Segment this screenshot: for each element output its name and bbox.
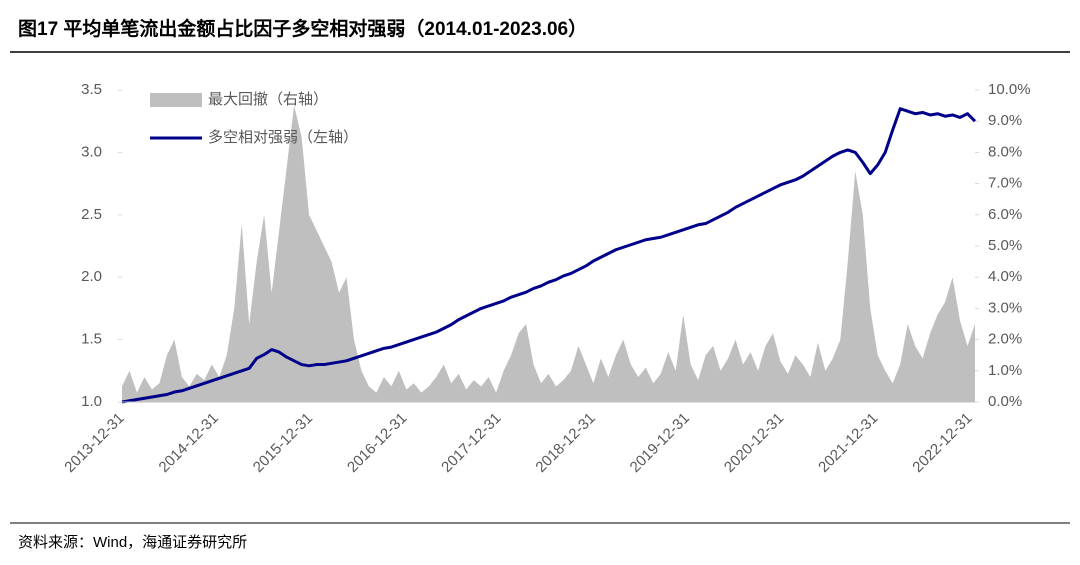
strength-line xyxy=(121,107,977,404)
y2-tick-label: 6.0% xyxy=(988,206,1022,223)
x-tick-label: 2021-12-31 xyxy=(815,410,881,476)
y2-tick-label: 7.0% xyxy=(988,175,1022,192)
y2-tick-label: 9.0% xyxy=(988,112,1022,129)
y2-tick-label: 5.0% xyxy=(988,237,1022,254)
y2-tick-label: 2.0% xyxy=(988,331,1022,348)
x-tick-label: 2022-12-31 xyxy=(909,410,975,476)
y-tick-label: 3.0 xyxy=(81,143,102,160)
y2-tick-label: 3.0% xyxy=(988,299,1022,316)
y2-tick-label: 10.0% xyxy=(988,81,1031,98)
x-tick-label: 2018-12-31 xyxy=(532,410,598,476)
legend-swatch xyxy=(150,93,202,107)
drawdown-area xyxy=(122,105,975,402)
y2-tick-label: 4.0% xyxy=(988,268,1022,285)
x-tick-label: 2017-12-31 xyxy=(438,410,504,476)
x-tick-label: 2016-12-31 xyxy=(344,410,410,476)
y-tick-label: 2.5 xyxy=(81,206,102,223)
y2-tick-label: 0.0% xyxy=(988,393,1022,410)
chart-title: 图17 平均单笔流出金额占比因子多空相对强弱（2014.01-2023.06） xyxy=(18,17,587,40)
legend-label: 最大回撤（右轴） xyxy=(208,91,328,108)
y-tick-label: 1.5 xyxy=(81,331,102,348)
source: 资料来源：Wind，海通证券研究所 xyxy=(18,534,247,551)
y-tick-label: 2.0 xyxy=(81,268,102,285)
x-tick-label: 2019-12-31 xyxy=(627,410,693,476)
y2-tick-label: 1.0% xyxy=(988,362,1022,379)
x-tick-label: 2020-12-31 xyxy=(721,410,787,476)
x-tick-label: 2013-12-31 xyxy=(61,410,127,476)
x-tick-label: 2015-12-31 xyxy=(250,410,316,476)
y-tick-label: 3.5 xyxy=(81,81,102,98)
y2-tick-label: 8.0% xyxy=(988,143,1022,160)
legend-label: 多空相对强弱（左轴） xyxy=(208,129,358,146)
x-tick-label: 2014-12-31 xyxy=(156,410,222,476)
y-tick-label: 1.0 xyxy=(81,393,102,410)
